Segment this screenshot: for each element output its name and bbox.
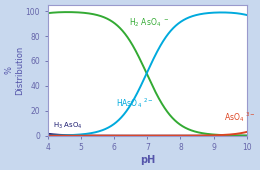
Y-axis label: %
Distribution: % Distribution	[5, 46, 24, 95]
X-axis label: pH: pH	[140, 155, 155, 165]
Text: AsO$_4$ $^{3-}$: AsO$_4$ $^{3-}$	[224, 110, 255, 124]
Text: HAsO$_4$ $^{2-}$: HAsO$_4$ $^{2-}$	[116, 96, 153, 109]
Text: H$_3$ AsO$_4$: H$_3$ AsO$_4$	[53, 121, 82, 131]
Text: H$_2$ AsO$_4$ $^-$: H$_2$ AsO$_4$ $^-$	[129, 16, 170, 29]
